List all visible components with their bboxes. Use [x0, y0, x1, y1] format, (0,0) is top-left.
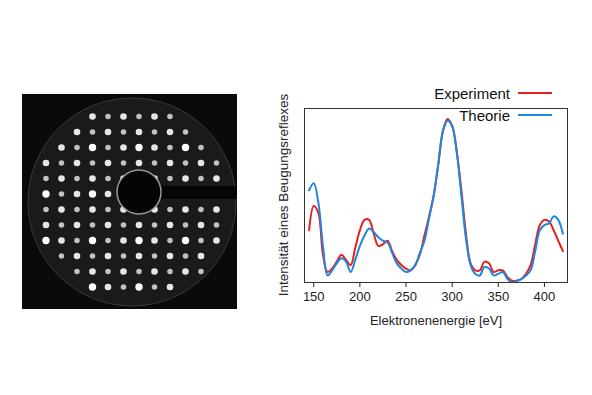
- svg-text:350: 350: [487, 289, 509, 304]
- svg-text:400: 400: [534, 289, 556, 304]
- svg-text:300: 300: [441, 289, 463, 304]
- html-text:Experiment: Experiment: [434, 84, 510, 102]
- svg-text:Elektronenenergie [eV]: Elektronenenergie [eV]: [370, 313, 502, 328]
- svg-text:200: 200: [349, 289, 371, 304]
- html-text:Theorie: Theorie: [459, 106, 510, 124]
- svg-text:250: 250: [395, 289, 417, 304]
- html-text:Intensität eines Beugungsrefle: Intensität eines Beugungsreflexes: [275, 93, 291, 297]
- svg-text:150: 150: [303, 289, 325, 304]
